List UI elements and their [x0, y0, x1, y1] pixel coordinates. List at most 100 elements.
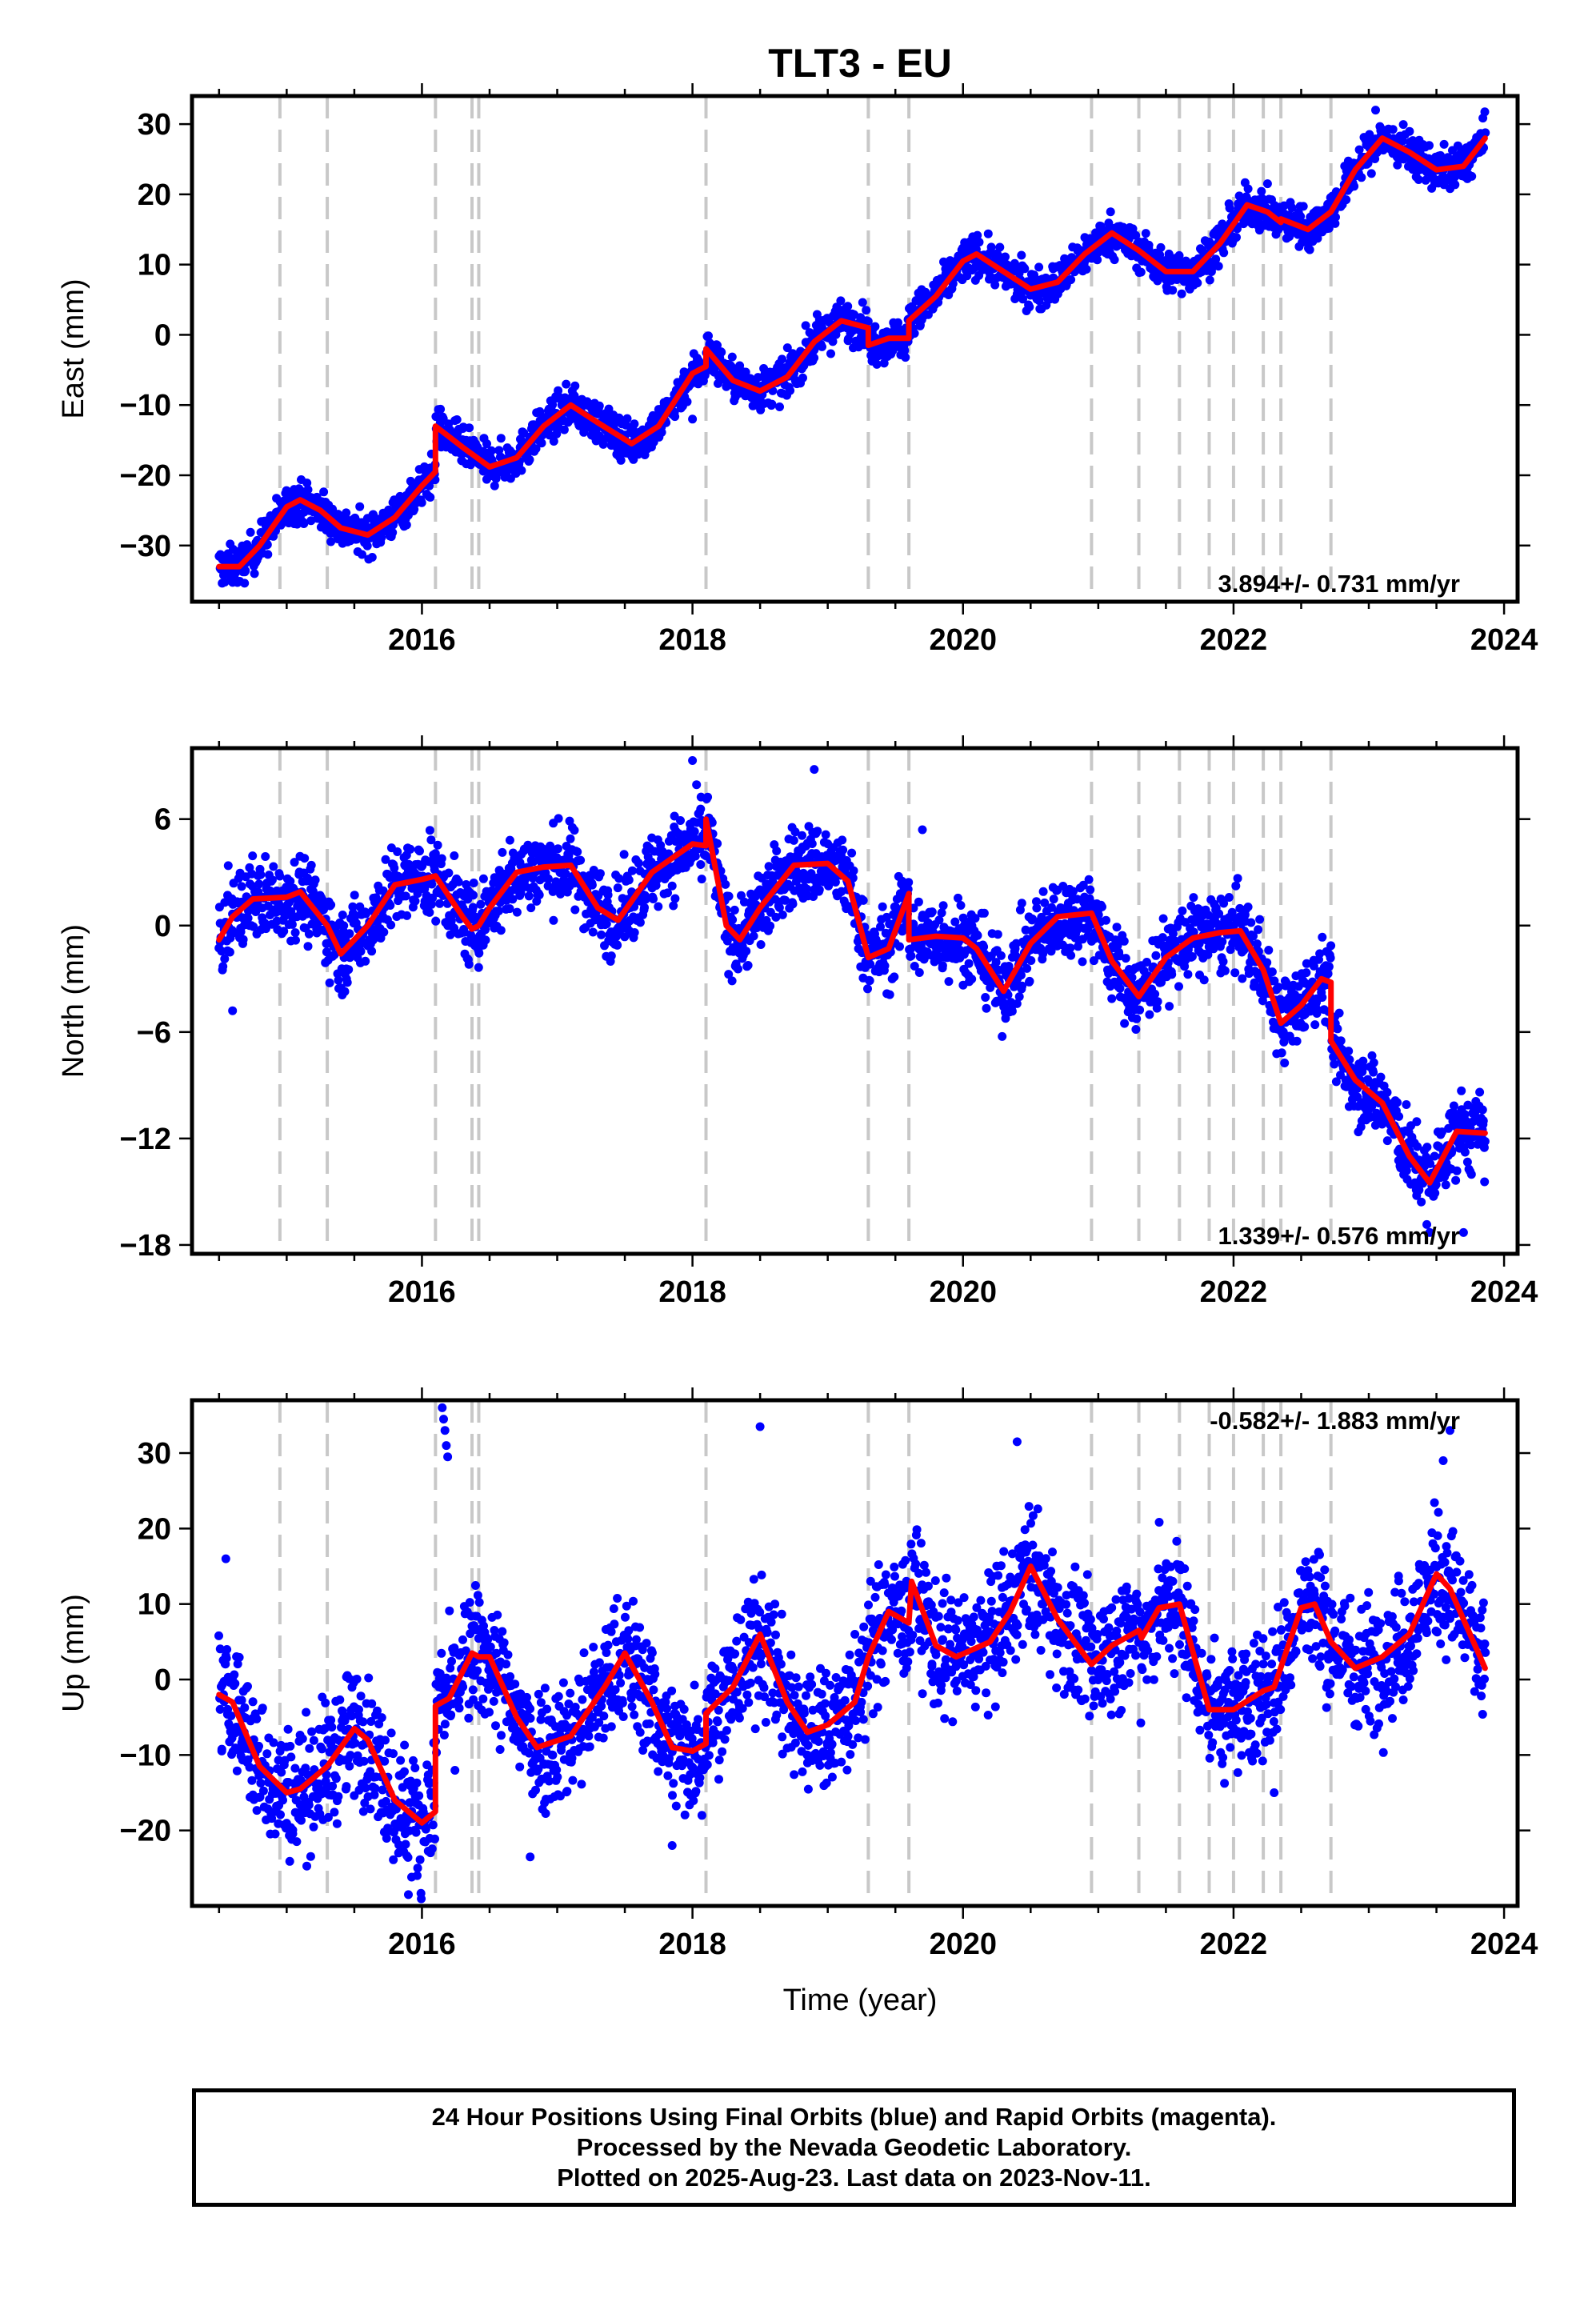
position-point [1270, 976, 1279, 986]
position-point [843, 302, 853, 311]
position-point [256, 870, 266, 879]
position-point [838, 835, 847, 845]
position-point [895, 942, 904, 951]
position-point [944, 977, 954, 987]
position-point [1262, 958, 1272, 967]
position-point [814, 885, 824, 895]
position-point [526, 903, 536, 913]
position-point [426, 899, 436, 909]
position-point [1193, 278, 1202, 288]
position-point [722, 936, 732, 946]
position-point [1155, 250, 1165, 260]
position-point [809, 892, 818, 901]
position-point [818, 342, 826, 351]
position-point [1480, 107, 1490, 117]
position-point [1094, 248, 1103, 257]
position-point [240, 578, 250, 588]
position-point [1388, 125, 1398, 134]
position-point [967, 975, 977, 984]
position-point [983, 229, 993, 238]
position-point [1168, 286, 1178, 295]
position-point [450, 851, 459, 860]
position-point [524, 891, 534, 901]
position-point [847, 848, 857, 858]
position-point [379, 927, 389, 937]
position-point [802, 884, 812, 894]
position-point [798, 831, 806, 840]
position-point [559, 425, 569, 434]
position-point [1318, 932, 1327, 942]
position-point [1230, 968, 1240, 978]
position-point [1267, 967, 1277, 977]
position-point [630, 928, 639, 937]
position-point [267, 875, 277, 885]
position-point [1151, 951, 1161, 960]
y-tick-label: 30 [138, 108, 171, 142]
position-point [1007, 1007, 1017, 1016]
position-point [1107, 994, 1117, 1003]
position-point [767, 399, 777, 409]
y-tick-label: 0 [154, 318, 171, 352]
position-point [734, 964, 742, 974]
y-tick-label: −30 [120, 530, 171, 563]
position-point [728, 915, 738, 924]
position-point [452, 415, 462, 424]
position-point [1439, 139, 1449, 149]
position-point [1302, 968, 1311, 978]
position-point [781, 895, 790, 905]
position-point [302, 478, 312, 488]
position-point [326, 900, 336, 910]
position-point [1227, 907, 1237, 917]
position-point [1252, 939, 1262, 949]
position-point [562, 379, 571, 389]
position-point [512, 907, 522, 917]
position-point [1199, 975, 1209, 985]
y-tick-label: 10 [138, 249, 171, 282]
model-fit-line [216, 135, 1488, 570]
position-point [561, 869, 570, 879]
position-point [326, 537, 336, 546]
position-point [670, 412, 680, 422]
position-point [1152, 1003, 1162, 1013]
position-point [1168, 929, 1178, 939]
position-point [604, 404, 614, 414]
position-point [766, 921, 775, 931]
position-point [730, 905, 739, 915]
position-point [788, 899, 798, 909]
position-point [1142, 958, 1151, 967]
position-point [1098, 902, 1106, 911]
position-point [635, 918, 645, 927]
position-point [1450, 180, 1460, 190]
position-point [858, 895, 868, 905]
position-point [1032, 903, 1042, 913]
position-point [1025, 302, 1034, 312]
position-point [570, 826, 579, 835]
position-point [244, 907, 253, 915]
position-point [537, 438, 546, 448]
position-point [1315, 949, 1325, 959]
position-point [654, 902, 663, 911]
position-point [218, 962, 228, 971]
position-point [454, 877, 463, 887]
position-point [1038, 949, 1048, 959]
position-point [304, 929, 314, 939]
position-point [1078, 957, 1087, 967]
position-point [340, 987, 350, 996]
position-point [669, 901, 678, 911]
position-point [1310, 1020, 1320, 1030]
position-point [606, 951, 616, 961]
position-point [587, 880, 597, 890]
position-point [406, 844, 415, 854]
position-point [243, 914, 253, 923]
position-point [594, 401, 604, 410]
position-point [1072, 895, 1082, 904]
position-point [290, 858, 299, 867]
position-point [727, 352, 737, 362]
position-point [974, 238, 984, 247]
position-point [970, 914, 980, 923]
daily-positions [214, 756, 1490, 1237]
position-point [1174, 982, 1183, 991]
position-point [849, 866, 858, 875]
position-point [250, 569, 259, 578]
position-point [973, 230, 982, 240]
